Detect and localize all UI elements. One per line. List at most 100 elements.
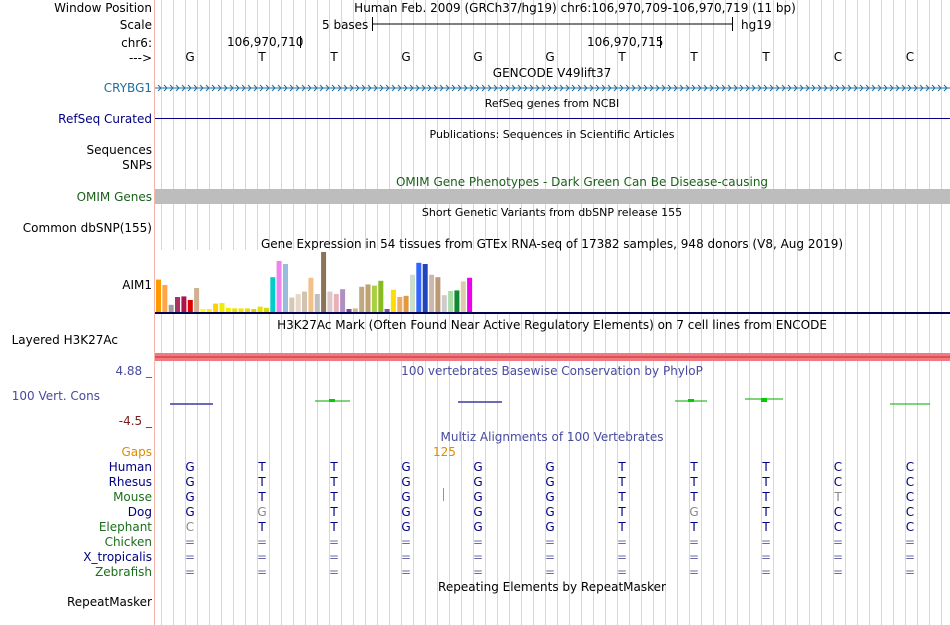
strand-chevron — [289, 84, 294, 92]
gtex-tissue-bar — [467, 277, 473, 312]
base-letter: T — [330, 50, 338, 64]
alignment-base-dog: G — [185, 505, 195, 519]
species-label-rhesus[interactable]: Rhesus — [108, 475, 152, 489]
strand-chevron — [631, 84, 636, 92]
strand-chevron — [919, 84, 924, 92]
alignment-base-elephant: T — [762, 520, 770, 534]
strand-chevron — [367, 84, 372, 92]
gtex-tissue-bar — [194, 288, 200, 312]
strand-chevron — [157, 84, 162, 92]
alignment-base-mouse: G — [185, 490, 195, 504]
alignment-base-chicken: = — [544, 535, 556, 549]
species-label-human[interactable]: Human — [108, 460, 152, 474]
strand-chevron — [529, 84, 534, 92]
gtex-tissue-bar — [289, 297, 295, 312]
gtex-tissue-bar — [168, 304, 174, 312]
gtex-tissue-bar — [390, 289, 396, 312]
alignment-base-xtrop: = — [328, 550, 340, 564]
alignment-base-rhesus: G — [545, 475, 555, 489]
species-label-zebrafish[interactable]: Zebrafish — [95, 565, 152, 579]
ruler-graphic — [300, 17, 733, 48]
strand-chevron — [541, 84, 546, 92]
strand-chevron — [595, 84, 600, 92]
alignment-base-dog: G — [401, 505, 411, 519]
h3k27ac-signal-band[interactable] — [155, 353, 950, 361]
track-label-sequences[interactable]: Sequences — [86, 143, 152, 157]
strand-chevron — [259, 84, 264, 92]
track-label-layered-h3k27ac[interactable]: Layered H3K27Ac — [11, 333, 118, 347]
alignment-base-rhesus: T — [618, 475, 626, 489]
browser-track-area[interactable]: Human Feb. 2009 (GRCh37/hg19) chr6:106,9… — [155, 0, 950, 625]
alignment-base-chicken: = — [472, 535, 484, 549]
alignment-base-elephant: C — [905, 520, 915, 534]
alignment-base-zebrafish: = — [904, 565, 916, 579]
strand-chevron — [325, 84, 330, 92]
strand-chevron — [217, 84, 222, 92]
alignment-base-mouse: T — [618, 490, 626, 504]
gtex-tissue-bar — [175, 297, 180, 312]
strand-chevron — [175, 84, 180, 92]
refseq-gene-line[interactable] — [155, 118, 950, 119]
track-label-gaps[interactable]: Gaps — [121, 445, 152, 459]
gtex-tissue-bar — [403, 295, 409, 312]
strand-chevron — [193, 84, 198, 92]
species-label-chicken[interactable]: Chicken — [104, 535, 152, 549]
gtex-tissue-bar — [333, 294, 339, 312]
strand-chevron — [223, 84, 228, 92]
alignment-base-rhesus: C — [833, 475, 843, 489]
gtex-tissue-bar — [225, 307, 231, 312]
strand-label: ---> — [128, 51, 152, 65]
strand-chevron — [433, 84, 438, 92]
cons-max-label: 4.88 _ — [115, 364, 152, 378]
alignment-base-dog: G — [545, 505, 555, 519]
strand-chevron — [697, 84, 702, 92]
alignment-base-dog: G — [689, 505, 699, 519]
alignment-base-zebrafish: = — [328, 565, 340, 579]
track-label-snps[interactable]: SNPs — [122, 158, 152, 172]
alignment-base-chicken: = — [760, 535, 772, 549]
multiz-track-title: Multiz Alignments of 100 Vertebrates — [440, 430, 664, 444]
alignment-base-human: T — [690, 460, 698, 474]
phylop-conservation-plot[interactable] — [155, 393, 950, 413]
strand-chevron — [523, 84, 528, 92]
alignment-base-elephant: G — [473, 520, 483, 534]
strand-chevron — [745, 84, 750, 92]
track-label-common-dbsnp[interactable]: Common dbSNP(155) — [22, 221, 152, 235]
strand-chevron — [667, 84, 672, 92]
track-label-repeatmasker[interactable]: RepeatMasker — [66, 595, 152, 609]
track-label-100-vert-cons[interactable]: 100 Vert. Cons — [11, 389, 100, 403]
alignment-base-dog: G — [257, 505, 267, 519]
track-label-omim-genes[interactable]: OMIM Genes — [76, 190, 152, 204]
alignment-base-human: T — [618, 460, 626, 474]
strand-chevron — [649, 84, 654, 92]
track-label-refseq-curated[interactable]: RefSeq Curated — [58, 112, 152, 126]
species-label-mouse[interactable]: Mouse — [113, 490, 152, 504]
gtex-tissue-bar — [321, 252, 327, 312]
base-letter: C — [905, 50, 915, 64]
strand-chevron — [625, 84, 630, 92]
strand-chevron — [613, 84, 618, 92]
scale-text: 5 bases — [322, 18, 369, 32]
chrom-label: chr6: — [121, 36, 152, 50]
strand-chevron — [709, 84, 714, 92]
alignment-base-human: T — [330, 460, 338, 474]
gtex-expression-chart[interactable] — [155, 250, 950, 315]
strand-chevron — [805, 84, 810, 92]
gtex-tissue-bar — [454, 290, 460, 312]
alignment-base-zebrafish: = — [760, 565, 772, 579]
track-label-crybg1[interactable]: CRYBG1 — [103, 81, 152, 95]
alignment-base-zebrafish: = — [616, 565, 628, 579]
alignment-base-chicken: = — [184, 535, 196, 549]
omim-gene-bar[interactable] — [155, 189, 950, 204]
track-label-aim1[interactable]: AIM1 — [122, 278, 152, 292]
gtex-tissue-bar — [314, 294, 320, 312]
gtex-tissue-bar — [448, 291, 454, 312]
species-label-elephant[interactable]: Elephant — [98, 520, 152, 534]
alignment-base-xtrop: = — [616, 550, 628, 564]
strand-chevron — [637, 84, 642, 92]
strand-chevron — [865, 84, 870, 92]
species-label-dog[interactable]: Dog — [127, 505, 152, 519]
species-label-x-tropicalis[interactable]: X_tropicalis — [83, 550, 152, 564]
crybg1-gene-feature[interactable] — [155, 81, 950, 95]
alignment-base-chicken: = — [400, 535, 412, 549]
